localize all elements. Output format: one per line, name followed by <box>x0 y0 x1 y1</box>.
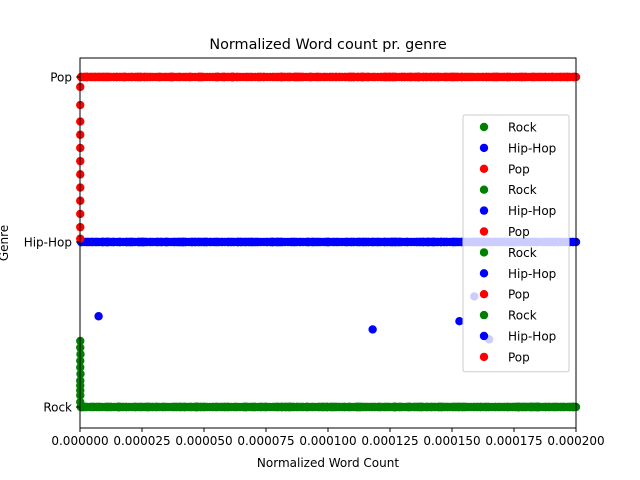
x-tick-label: 0.000050 <box>175 434 232 448</box>
legend-marker <box>479 331 489 341</box>
legend: Rock Hip-Hop Pop Rock Hip-Hop Pop Rock Hip-Hop P… <box>462 114 570 373</box>
chart-title: Normalized Word count pr. genre <box>209 37 447 53</box>
legend-label: Pop <box>508 350 530 364</box>
x-tick-label: 0.000125 <box>361 434 418 448</box>
legend-label: Hip-Hop <box>508 330 556 344</box>
legend-marker <box>479 164 489 173</box>
legend-marker <box>479 143 489 153</box>
legend-label: Rock <box>508 183 537 197</box>
legend-marker <box>479 269 489 278</box>
legend-label: Hip-Hop <box>508 141 556 155</box>
x-tick-label: 0.000100 <box>299 434 356 448</box>
data-point-hip-hop <box>94 312 103 321</box>
y-tick-label: Pop <box>50 71 72 85</box>
x-tick-label: 0.000150 <box>423 434 480 448</box>
y-axis: Rock Hip-Hop Pop <box>24 71 80 415</box>
legend-marker <box>479 227 489 236</box>
legend-label: Rock <box>508 309 537 323</box>
legend-marker <box>479 310 489 320</box>
x-tick-label: 0.000000 <box>51 434 108 448</box>
legend-label: Pop <box>508 288 530 302</box>
y-axis-label: Genre <box>0 225 11 261</box>
legend-label: Pop <box>508 162 530 176</box>
legend-marker <box>479 290 489 299</box>
y-tick-label: Rock <box>43 401 72 415</box>
legend-marker <box>479 185 489 194</box>
x-tick-label: 0.000075 <box>237 434 294 448</box>
legend-label: Rock <box>508 246 537 260</box>
x-axis: 0.000000 0.000025 0.000050 0.000075 0.000100… <box>51 428 605 448</box>
x-axis-label: Normalized Word Count <box>257 456 399 470</box>
legend-box <box>462 114 570 373</box>
data-point-hip-hop <box>455 317 464 326</box>
x-tick-label: 0.000175 <box>485 434 542 448</box>
legend-marker <box>479 352 489 362</box>
legend-label: Pop <box>508 225 530 239</box>
legend-label: Rock <box>508 121 537 135</box>
legend-marker <box>479 248 489 257</box>
data-point-hip-hop <box>368 325 377 334</box>
legend-marker <box>479 206 489 215</box>
x-tick-label: 0.000200 <box>547 434 604 448</box>
legend-label: Hip-Hop <box>508 267 556 281</box>
x-tick-label: 0.000025 <box>113 434 170 448</box>
y-tick-label: Hip-Hop <box>24 236 72 250</box>
legend-label: Hip-Hop <box>508 204 556 218</box>
legend-marker <box>479 122 489 132</box>
